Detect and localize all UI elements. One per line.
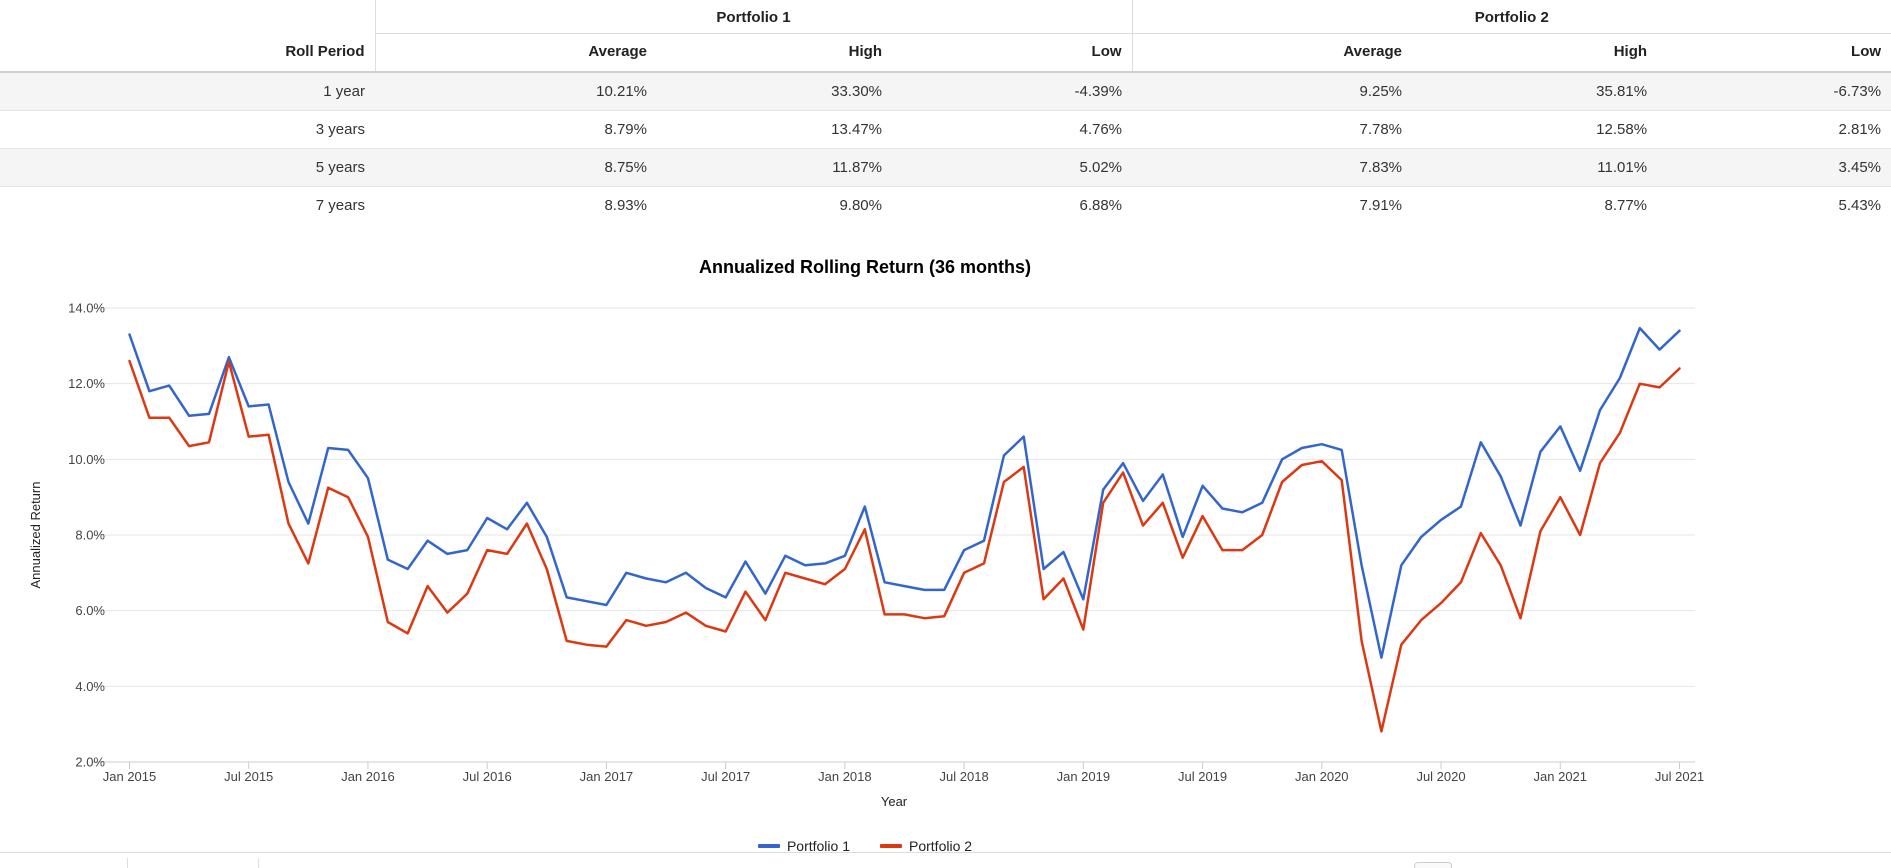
p2-low-header: Low — [1657, 33, 1891, 73]
legend-label: Portfolio 1 — [786, 837, 850, 854]
return-value-cell: 8.75% — [375, 148, 657, 187]
p2-high-header: High — [1412, 33, 1658, 73]
x-tick-label: Jan 2019 — [1057, 769, 1111, 784]
y-axis-title: Annualized Return — [28, 482, 43, 589]
return-value-cell: 6.88% — [1079, 197, 1123, 214]
return-value-cell: 7.83% — [1132, 148, 1413, 187]
column-divider — [258, 858, 259, 868]
p1-average-header: Average — [374, 33, 657, 73]
legend-item-portfolio-1[interactable]: Portfolio 1 — [757, 837, 850, 854]
roll-period-cell: 3 years — [0, 110, 375, 149]
p2-average-header: Average — [1131, 33, 1413, 73]
return-value-cell: 3.45% — [1657, 148, 1891, 187]
return-value-cell: 4.76% — [892, 110, 1133, 149]
y-tick-label: 2.0% — [75, 754, 105, 769]
roll-period-header: Roll Period — [0, 33, 375, 73]
y-tick-label: 8.0% — [75, 527, 105, 542]
return-value-cell: 7.91% — [1359, 197, 1403, 214]
chart-title: Annualized Rolling Return (36 months) — [699, 257, 1031, 277]
return-value-cell: 12.58% — [1412, 110, 1658, 149]
portfolio-2-group-header: Portfolio 2 — [1131, 0, 1891, 34]
portfolio-2-line[interactable] — [128, 359, 1681, 733]
x-tick-label: Jul 2017 — [701, 769, 750, 784]
rolling-returns-summary-table: Portfolio 1 Portfolio 2 Roll Period Aver… — [0, 0, 1891, 224]
return-value-cell: 9.80% — [839, 197, 882, 214]
cut-off-button-top[interactable] — [1414, 862, 1452, 868]
return-value-cell: -4.39% — [892, 72, 1133, 111]
return-value-cell: 5.43% — [1838, 197, 1882, 214]
portfolio-1-group-header: Portfolio 1 — [374, 0, 1133, 34]
return-value-cell: 2.81% — [1657, 110, 1891, 149]
table-row: 1 year 10.21% 33.30% -4.39% 9.25% 35.81% -6.73… — [0, 72, 1891, 111]
x-tick-label: Jan 2017 — [580, 769, 634, 784]
x-tick-label: Jan 2020 — [1295, 769, 1349, 784]
portfolio-2-line-swatch — [880, 843, 902, 848]
return-value-cell: 11.01% — [1412, 148, 1658, 187]
roll-period-cell: 1 year — [0, 72, 375, 111]
portfolio-group-header-row: Portfolio 1 Portfolio 2 — [0, 0, 1891, 34]
portfolio-1-line-swatch — [757, 843, 780, 848]
roll-period-cell: 7 years — [315, 197, 365, 214]
x-tick-label: Jul 2018 — [940, 769, 989, 784]
return-value-cell: 5.02% — [892, 148, 1133, 187]
x-tick-label: Jan 2015 — [103, 769, 157, 784]
return-value-cell: 8.79% — [375, 110, 657, 149]
x-tick-label: Jul 2019 — [1178, 769, 1227, 784]
x-axis-title: Year — [881, 794, 908, 809]
bottom-edge-strip — [0, 852, 1891, 868]
y-tick-label: 12.0% — [68, 376, 105, 391]
y-tick-label: 10.0% — [68, 452, 105, 467]
p1-high-header: High — [657, 33, 892, 73]
table-row: 3 years 8.79% 13.47% 4.76% 7.78% 12.58% 2.81% — [0, 110, 1891, 149]
return-value-cell: 8.93% — [604, 197, 647, 214]
return-value-cell: 33.30% — [657, 72, 892, 111]
return-value-cell: 35.81% — [1412, 72, 1658, 111]
x-tick-label: Jul 2015 — [224, 769, 273, 784]
table-row: 7 years 8.93% 9.80% 6.88% 7.91% 8.77% 5.43% — [0, 187, 1891, 225]
return-value-cell: 11.87% — [657, 148, 892, 187]
column-divider — [127, 858, 128, 868]
p1-low-header: Low — [892, 33, 1133, 73]
table-row: 5 years 8.75% 11.87% 5.02% 7.83% 11.01% 3.45% — [0, 148, 1891, 187]
x-tick-label: Jan 2021 — [1534, 769, 1588, 784]
return-value-cell: 9.25% — [1132, 72, 1413, 111]
legend-label: Portfolio 2 — [909, 837, 973, 854]
y-tick-label: 4.0% — [75, 679, 105, 694]
portfolio-1-line[interactable] — [128, 326, 1681, 659]
return-value-cell: -6.73% — [1657, 72, 1891, 111]
x-tick-label: Jan 2018 — [818, 769, 872, 784]
return-value-cell: 10.21% — [375, 72, 657, 111]
return-value-cell: 8.77% — [1604, 197, 1648, 214]
y-tick-label: 6.0% — [75, 603, 105, 618]
x-tick-label: Jul 2020 — [1416, 769, 1465, 784]
legend-item-portfolio-2[interactable]: Portfolio 2 — [880, 838, 972, 854]
return-value-cell: 13.47% — [657, 110, 892, 149]
roll-period-cell: 5 years — [0, 148, 375, 187]
return-value-cell: 7.78% — [1132, 110, 1413, 149]
chart-legend: Portfolio 1 Portfolio 2 — [0, 837, 1730, 854]
column-header-row: Roll Period Average High Low Average Hig… — [0, 33, 1891, 73]
x-tick-label: Jul 2021 — [1655, 769, 1704, 784]
x-tick-label: Jan 2016 — [341, 769, 395, 784]
x-tick-label: Jul 2016 — [463, 769, 512, 784]
y-tick-label: 14.0% — [68, 301, 105, 316]
